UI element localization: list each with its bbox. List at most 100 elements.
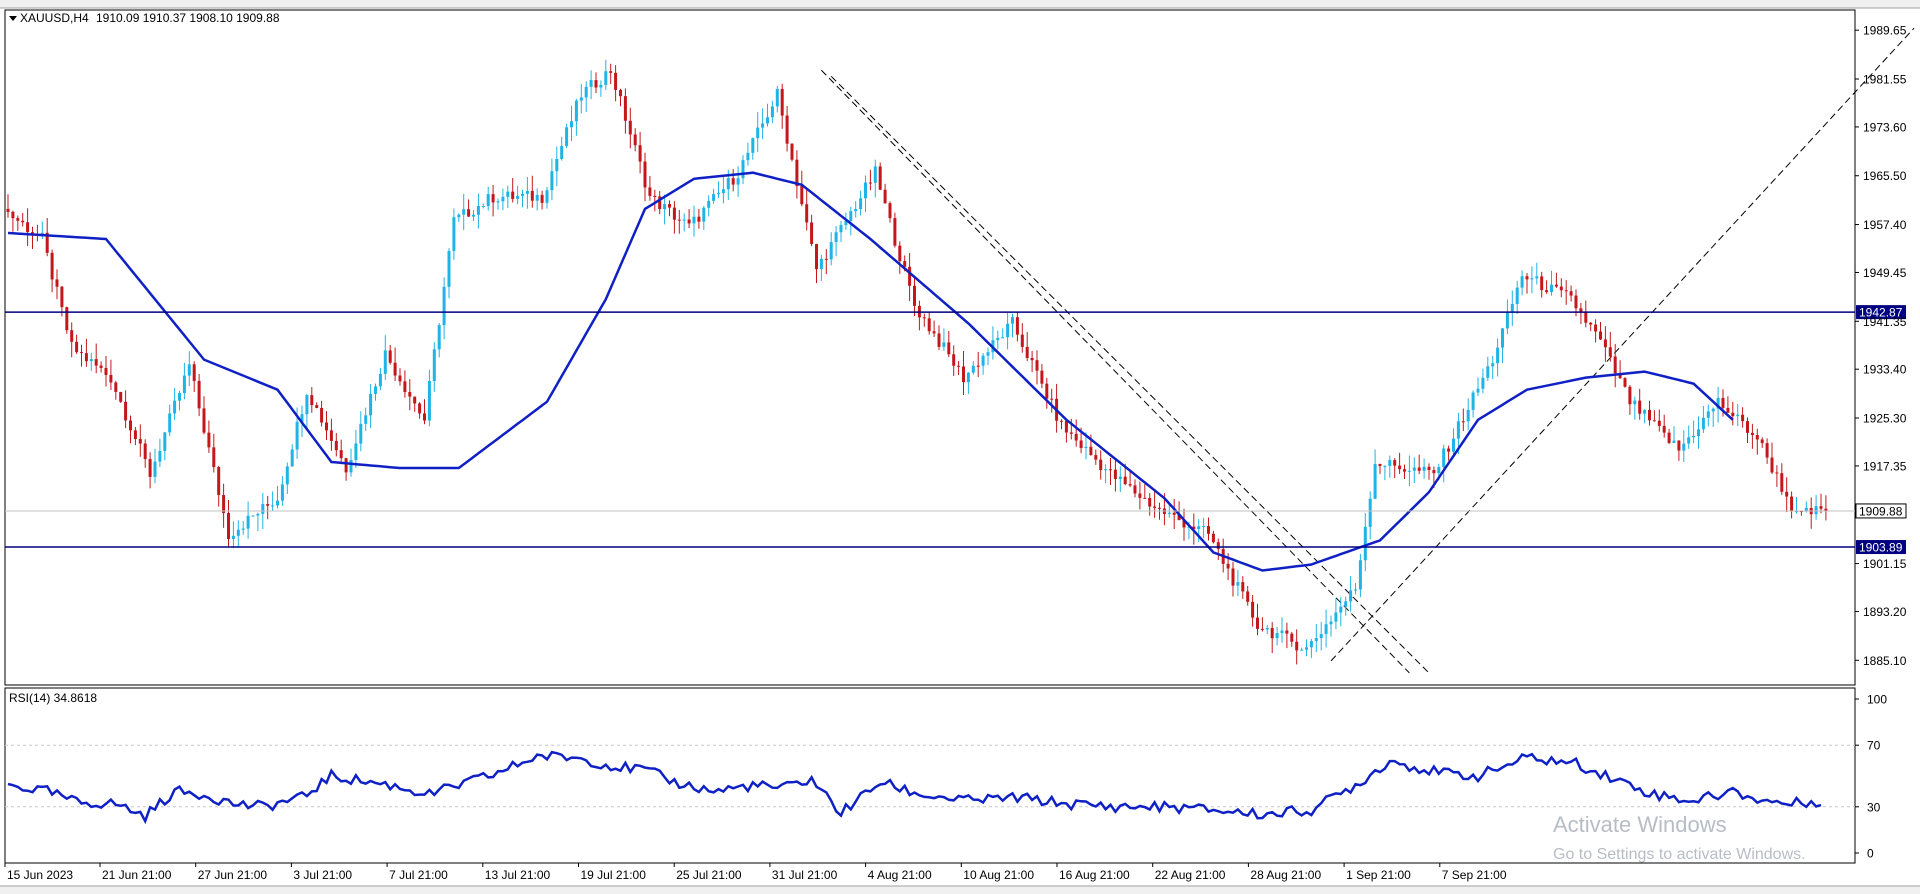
level-tag-2 (1856, 540, 1906, 555)
candle (158, 438, 162, 467)
candle (702, 205, 706, 230)
time-tick-label: 27 Jun 21:00 (198, 868, 268, 882)
trendline-1[interactable] (821, 69, 1410, 674)
candle (736, 166, 740, 197)
candle (1035, 350, 1039, 385)
candle (1643, 409, 1647, 424)
candle (1363, 513, 1367, 572)
candle (182, 362, 186, 400)
trendlines[interactable] (821, 27, 1915, 674)
candlestick-series (6, 59, 1828, 665)
candle (1589, 322, 1593, 332)
candle (1290, 631, 1294, 647)
candle (423, 399, 426, 425)
candle (94, 343, 98, 374)
candle (124, 390, 128, 429)
rsi-line (7, 750, 1822, 825)
candle (1638, 388, 1642, 420)
candle (241, 521, 245, 535)
candle (1540, 271, 1544, 298)
candle (1104, 464, 1108, 484)
candle (1447, 445, 1451, 461)
candle (1505, 299, 1509, 335)
level-tag-1 (1856, 305, 1906, 320)
candle (658, 191, 662, 215)
candle (403, 370, 407, 398)
candle (550, 158, 554, 201)
candle (1799, 510, 1803, 516)
current-price-tag (1855, 503, 1907, 519)
candle (1001, 328, 1005, 339)
price-tick-label: 1933.40 (1863, 363, 1907, 377)
candle (70, 322, 74, 358)
candle (1633, 396, 1637, 420)
candle (413, 396, 417, 412)
candle (648, 175, 652, 201)
watermark-subtitle: Go to Settings to activate Windows. (1553, 846, 1806, 863)
trendline-2[interactable] (830, 75, 1430, 674)
candle (878, 162, 882, 191)
candle (712, 188, 716, 204)
candle (447, 248, 451, 299)
candle (952, 345, 956, 376)
candle (1515, 280, 1519, 315)
horizontal-levels[interactable]: 1942.87 1903.89 1909.88 (5, 305, 1907, 555)
time-tick-label: 4 Aug 21:00 (868, 868, 932, 882)
candle (824, 249, 828, 275)
candle (511, 178, 515, 203)
candle (1535, 262, 1539, 285)
candle (957, 360, 961, 375)
candle (148, 452, 152, 489)
candle (751, 137, 755, 160)
candle (217, 465, 221, 507)
candle (873, 159, 877, 198)
candle (849, 206, 853, 236)
candle (1608, 331, 1612, 362)
candle (565, 123, 569, 149)
candle (1412, 457, 1416, 484)
candle (1765, 438, 1769, 464)
candle (1197, 519, 1201, 543)
candle (570, 105, 573, 141)
candle (932, 320, 936, 337)
candle (770, 100, 774, 124)
candle (1270, 622, 1274, 654)
candle (1407, 455, 1411, 487)
candle (50, 249, 54, 293)
candle (305, 393, 309, 429)
trendline-3[interactable] (1330, 27, 1915, 662)
candle (1623, 377, 1627, 388)
candle (1138, 481, 1142, 510)
candle (1750, 423, 1754, 449)
candle (1697, 416, 1700, 449)
candle (574, 98, 578, 136)
candle (472, 209, 475, 222)
candle (530, 175, 534, 208)
ohlc-header: 1910.09 1910.37 1908.10 1909.88 (96, 11, 280, 25)
candle (609, 63, 613, 85)
candle (1020, 323, 1024, 353)
candle (1682, 430, 1686, 463)
candle (60, 285, 64, 317)
time-tick-label: 25 Jul 21:00 (676, 868, 742, 882)
candle (692, 205, 696, 237)
candle (202, 396, 206, 435)
candle (682, 213, 686, 232)
candle (913, 277, 916, 317)
candle (65, 306, 69, 334)
candle (26, 208, 30, 247)
time-tick-label: 13 Jul 21:00 (485, 868, 551, 882)
candle (1378, 463, 1382, 474)
rsi-tick-label: 0 (1867, 847, 1874, 861)
time-tick-label: 15 Jun 2023 (7, 868, 73, 882)
candle (80, 344, 83, 367)
level-tag-label-1: 1942.87 (1859, 306, 1903, 320)
candle (981, 353, 985, 375)
collapse-triangle-icon[interactable] (9, 16, 17, 21)
bottom-scrollbar-stub (0, 885, 1920, 894)
candle (383, 335, 387, 380)
candle (1060, 419, 1063, 430)
candle (1113, 458, 1117, 492)
